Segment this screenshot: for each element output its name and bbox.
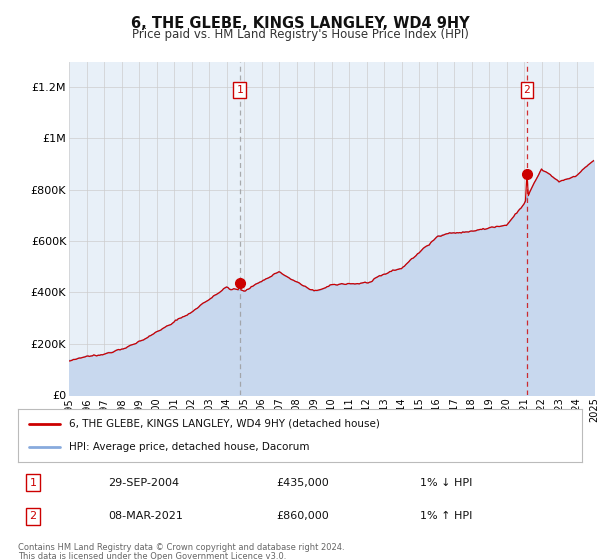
Text: 08-MAR-2021: 08-MAR-2021: [108, 511, 183, 521]
Text: Contains HM Land Registry data © Crown copyright and database right 2024.: Contains HM Land Registry data © Crown c…: [18, 543, 344, 552]
Text: 1: 1: [29, 478, 37, 488]
Text: HPI: Average price, detached house, Dacorum: HPI: Average price, detached house, Daco…: [69, 442, 309, 452]
Text: 6, THE GLEBE, KINGS LANGLEY, WD4 9HY (detached house): 6, THE GLEBE, KINGS LANGLEY, WD4 9HY (de…: [69, 419, 380, 429]
Text: 29-SEP-2004: 29-SEP-2004: [108, 478, 179, 488]
Text: 6, THE GLEBE, KINGS LANGLEY, WD4 9HY: 6, THE GLEBE, KINGS LANGLEY, WD4 9HY: [131, 16, 469, 31]
Text: 2: 2: [29, 511, 37, 521]
Text: 1% ↑ HPI: 1% ↑ HPI: [420, 511, 472, 521]
Text: 1% ↓ HPI: 1% ↓ HPI: [420, 478, 472, 488]
Text: Price paid vs. HM Land Registry's House Price Index (HPI): Price paid vs. HM Land Registry's House …: [131, 28, 469, 41]
Text: £435,000: £435,000: [276, 478, 329, 488]
Text: 2: 2: [524, 85, 530, 95]
Text: This data is licensed under the Open Government Licence v3.0.: This data is licensed under the Open Gov…: [18, 552, 286, 560]
Text: £860,000: £860,000: [276, 511, 329, 521]
Text: 1: 1: [236, 85, 243, 95]
